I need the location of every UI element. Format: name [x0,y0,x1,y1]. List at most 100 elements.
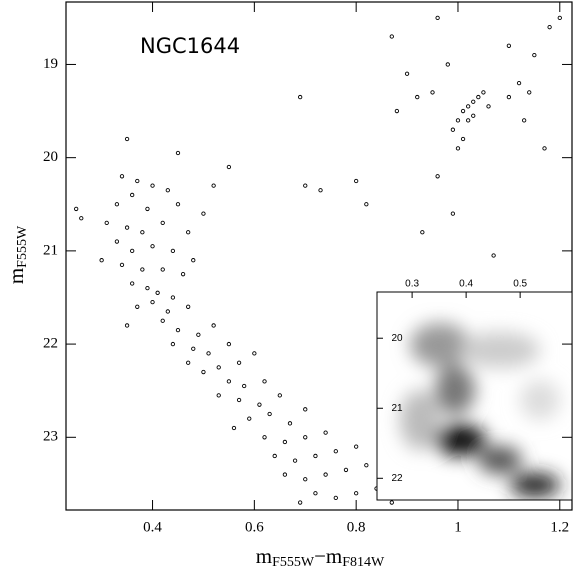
data-point [318,188,323,193]
data-point [79,216,84,221]
data-point [226,341,232,347]
data-point [150,299,155,305]
data-point [150,183,155,188]
y-tick-label: 21 [43,242,58,258]
x-tick-label: 1.2 [550,519,569,535]
data-point [527,90,532,95]
data-point [74,206,79,212]
data-point [170,295,176,300]
data-point [170,248,176,254]
data-point [119,174,125,179]
data-point [236,397,242,403]
y-tick-label: 23 [43,429,58,445]
data-point [420,230,425,235]
data-point [140,230,145,235]
data-point [247,416,252,421]
data-point [298,500,303,505]
data-point [389,500,394,505]
data-point [354,491,359,496]
data-point [124,136,130,142]
data-point [216,365,221,370]
data-point [99,258,104,263]
data-point [242,383,247,389]
data-point [186,230,191,235]
data-point [430,90,435,95]
data-point [532,52,537,58]
data-point [175,327,181,333]
x-axis-label: mF555W−mF814W [256,544,385,570]
data-point [292,458,298,463]
data-point [272,453,277,459]
data-point [236,360,242,365]
data-point [135,304,140,309]
data-point [257,402,262,407]
data-point [450,211,456,216]
data-point [160,267,165,272]
y-axis-label: mF555W [4,225,30,284]
data-point [364,463,369,468]
data-point [354,178,359,184]
data-point [471,99,476,104]
data-point [282,472,288,477]
data-point [471,113,476,118]
data-point [455,146,461,151]
data-point [114,202,120,207]
inset-x-tick-label: 0.4 [459,279,473,290]
data-point [201,369,206,375]
data-point [557,15,562,20]
data-point [206,351,211,356]
data-point [124,323,130,328]
data-point [130,192,135,198]
data-point [450,127,456,132]
data-point [155,290,160,295]
data-point [186,304,191,309]
data-point [191,346,196,351]
data-point [130,248,135,254]
x-tick-label: 0.8 [347,519,366,535]
data-point [160,318,165,323]
data-point [313,491,318,496]
data-point [150,244,155,249]
y-tick-label: 22 [43,336,58,352]
data-point [104,220,109,226]
data-point [542,146,547,151]
data-point [196,332,201,337]
x-tick-label: 0.6 [245,519,264,535]
data-point [180,272,186,277]
data-point [491,253,496,258]
data-point [404,71,410,76]
data-point [201,211,206,216]
data-point [435,15,440,20]
inset-y-tick-label: 20 [391,333,403,344]
data-point [364,202,369,207]
plot-frame [65,1,573,511]
data-point [175,202,181,207]
data-point [333,495,338,501]
data-point [521,118,527,123]
data-point [486,104,491,109]
data-point [547,25,552,30]
density-map [400,323,560,497]
data-point [277,393,282,398]
data-point [460,108,466,114]
data-point [506,94,512,100]
data-point [191,258,196,263]
data-point [140,267,145,272]
data-point [354,444,359,449]
data-point [170,341,176,347]
inset-x-tick-label: 0.3 [405,279,419,290]
data-point [226,379,232,384]
data-point [303,183,308,188]
x-tick-label: 1 [454,519,462,535]
data-point [298,94,303,100]
data-point [333,449,338,454]
data-point [323,430,328,435]
y-tick-label: 20 [43,149,58,165]
data-point [165,309,170,314]
data-point [506,43,512,48]
inset-y-tick-label: 21 [391,403,403,414]
data-point [130,281,135,286]
data-point [323,472,328,477]
data-point [267,411,272,417]
data-point [445,62,450,67]
